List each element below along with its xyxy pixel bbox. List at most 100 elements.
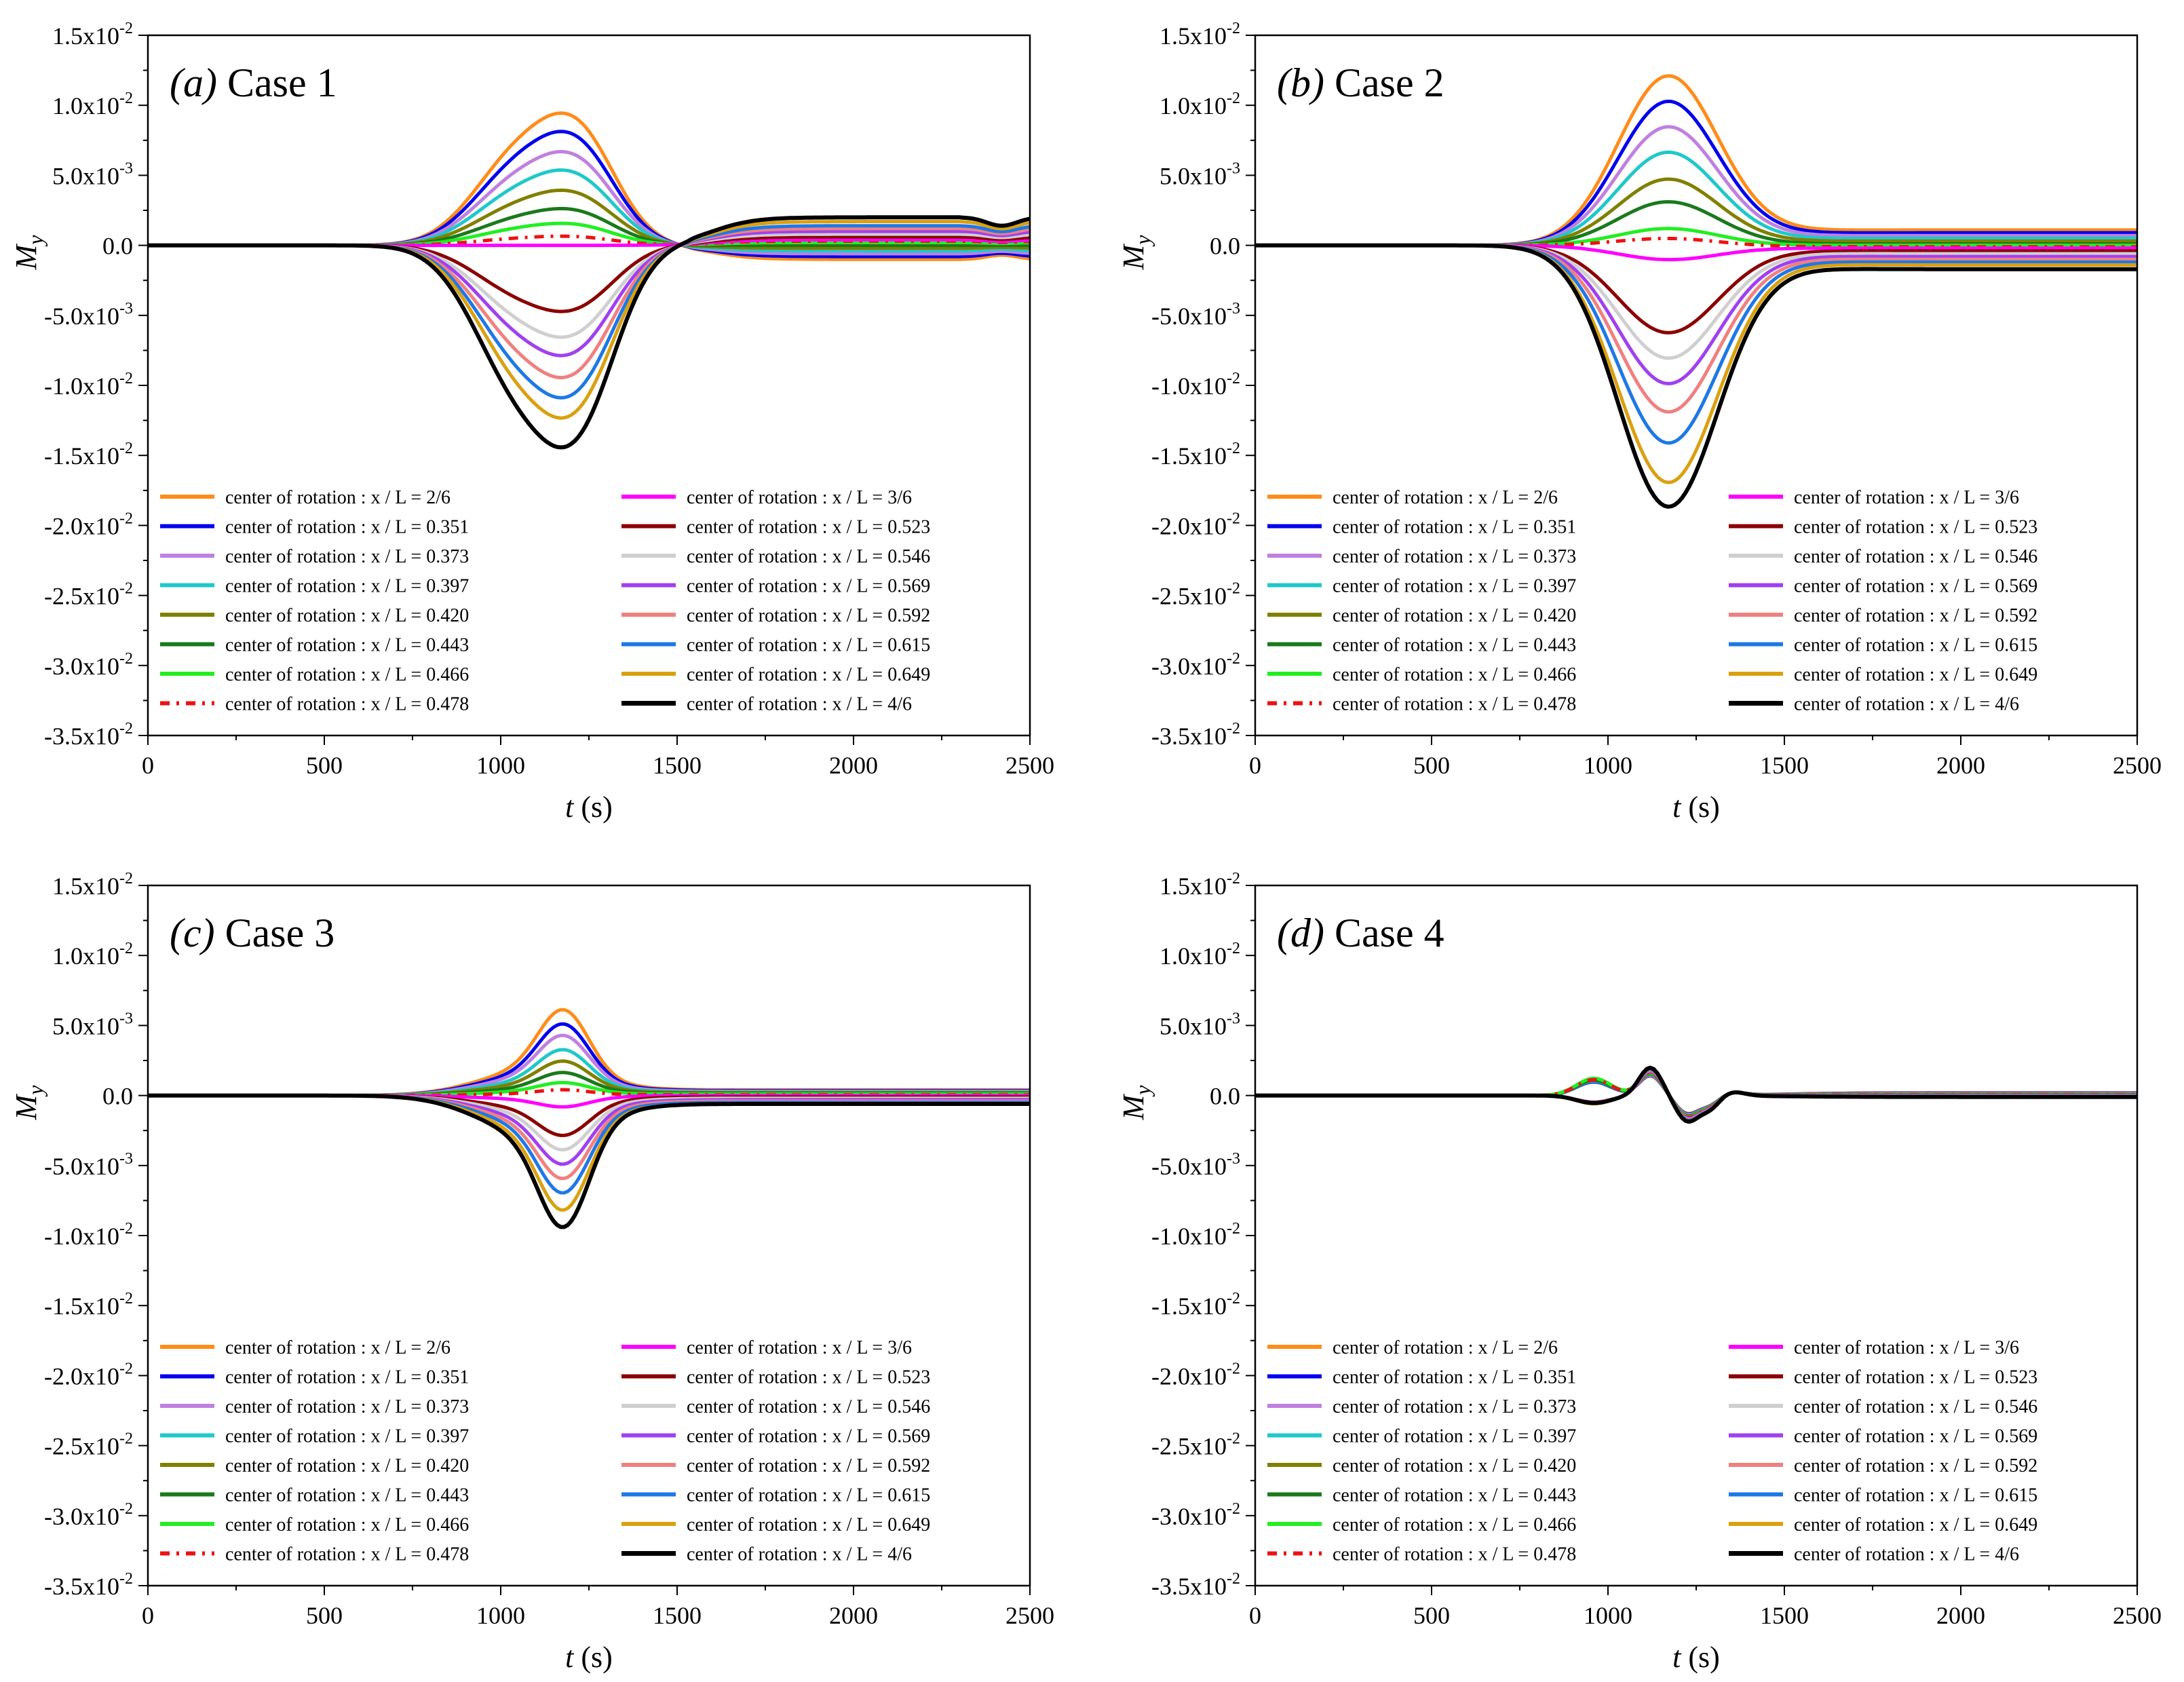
legend-label-3: center of rotation : x / L = 0.373	[1333, 546, 1576, 567]
legend-label-9: center of rotation : x / L = 3/6	[687, 487, 912, 508]
x-axis-title: t (s)	[1672, 790, 1720, 824]
y-tick-mantissa: -3.0x10	[1151, 1503, 1227, 1530]
x-tick-label: 500	[306, 752, 343, 779]
y-tick-exponent: -2	[119, 580, 133, 598]
x-tick-label: 1500	[1760, 752, 1809, 779]
y-tick-exponent: -2	[1227, 1290, 1240, 1307]
legend-label-14: center of rotation : x / L = 0.615	[687, 1485, 930, 1506]
y-tick-mantissa: 0.0	[102, 1083, 133, 1110]
y-tick-exponent: -2	[119, 1570, 133, 1588]
y-tick-label: 5.0x10-3	[1160, 1010, 1240, 1039]
legend-label-6: center of rotation : x / L = 0.443	[1333, 1485, 1576, 1506]
legend: center of rotation : x / L = 2/6 center o…	[160, 487, 930, 715]
legend-label-14: center of rotation : x / L = 0.615	[687, 635, 930, 656]
legend-label-15: center of rotation : x / L = 0.649	[1794, 664, 2037, 685]
series-line-16	[1255, 243, 2137, 509]
y-tick-exponent: -3	[119, 159, 133, 177]
y-tick-label: -2.0x10-2	[1151, 510, 1240, 539]
y-tick-mantissa: -1.5x10	[1151, 1293, 1227, 1320]
legend-label-13: center of rotation : x / L = 0.592	[687, 605, 930, 626]
panel-title: (d) Case 4	[1277, 911, 1444, 955]
y-tick-mantissa: 5.0x10	[1160, 1012, 1227, 1039]
panel-a: 1.5x10-21.0x10-25.0x10-30.0-5.0x10-3-1.0…	[9, 20, 1054, 824]
x-axis-title: t (s)	[1672, 1641, 1720, 1674]
legend-label-3: center of rotation : x / L = 0.373	[225, 546, 469, 567]
legend-label-12: center of rotation : x / L = 0.569	[1794, 1426, 2037, 1447]
y-tick-label: -2.0x10-2	[44, 1360, 133, 1390]
y-tick-label: 1.5x10-2	[52, 20, 133, 50]
x-tick-label: 2500	[2113, 1602, 2162, 1629]
y-tick-label: -5.0x10-3	[44, 1150, 133, 1180]
y-axis-symbol: M	[1117, 243, 1150, 270]
x-tick-label: 1500	[1760, 1602, 1809, 1629]
y-tick-exponent: -2	[119, 1500, 133, 1518]
y-tick-exponent: -2	[1227, 1220, 1240, 1238]
panel-tag: (d)	[1277, 911, 1324, 955]
legend-label-9: center of rotation : x / L = 3/6	[1794, 487, 2019, 508]
x-axis-unit: (s)	[1681, 790, 1719, 824]
y-axis-title: My	[9, 235, 47, 271]
y-tick-mantissa: 1.5x10	[1160, 873, 1227, 900]
y-axis-symbol: M	[9, 243, 43, 270]
y-tick-mantissa: -3.0x10	[44, 1503, 119, 1530]
panel-title: (a) Case 1	[170, 60, 337, 105]
y-tick-mantissa: -1.0x10	[1151, 1223, 1227, 1250]
y-tick-exponent: -2	[1227, 370, 1240, 387]
legend-label-6: center of rotation : x / L = 0.443	[225, 1485, 469, 1506]
y-tick-label: -5.0x10-3	[1151, 1150, 1240, 1180]
legend-label-13: center of rotation : x / L = 0.592	[1794, 605, 2037, 626]
legend-label-14: center of rotation : x / L = 0.615	[1794, 635, 2037, 656]
legend-label-8: center of rotation : x / L = 0.478	[225, 694, 469, 715]
y-axis-subscript: y	[1130, 235, 1155, 247]
legend-label-4: center of rotation : x / L = 0.397	[1333, 1426, 1576, 1447]
y-tick-exponent: -2	[1227, 1360, 1240, 1377]
series-line-13	[148, 1094, 1030, 1181]
legend-label-12: center of rotation : x / L = 0.569	[1794, 576, 2037, 597]
legend-label-14: center of rotation : x / L = 0.615	[1794, 1485, 2037, 1506]
x-axis-unit: (s)	[573, 790, 612, 824]
y-axis-title: My	[9, 1085, 47, 1121]
legend-label-2: center of rotation : x / L = 0.351	[225, 517, 469, 538]
y-tick-label: 1.5x10-2	[52, 870, 133, 900]
y-tick-mantissa: -2.0x10	[44, 512, 119, 539]
series-line-16	[148, 215, 1030, 450]
legend-label-16: center of rotation : x / L = 4/6	[687, 1544, 912, 1565]
x-tick-label: 1000	[476, 752, 525, 779]
y-tick-mantissa: -2.5x10	[1151, 1433, 1227, 1460]
x-axis-unit: (s)	[1681, 1641, 1719, 1674]
x-tick-label: 1000	[1584, 1602, 1632, 1629]
y-tick-mantissa: 1.0x10	[1160, 942, 1227, 970]
legend-label-10: center of rotation : x / L = 0.523	[687, 1367, 930, 1388]
x-tick-label: 500	[1413, 1602, 1450, 1629]
y-tick-mantissa: 5.0x10	[52, 162, 119, 189]
legend-label-10: center of rotation : x / L = 0.523	[687, 517, 930, 538]
y-tick-exponent: -2	[119, 720, 133, 738]
series-group	[148, 1008, 1030, 1229]
legend-label-15: center of rotation : x / L = 0.649	[687, 1514, 930, 1535]
y-tick-mantissa: -5.0x10	[44, 1153, 119, 1180]
y-tick-label: 0.0	[1210, 233, 1240, 260]
y-tick-mantissa: -2.0x10	[1151, 1362, 1227, 1390]
y-tick-exponent: -3	[1227, 300, 1240, 318]
y-tick-exponent: -2	[119, 510, 133, 527]
y-axis-subscript: y	[23, 235, 47, 247]
legend-label-8: center of rotation : x / L = 0.478	[225, 1544, 469, 1565]
x-tick-label: 1000	[476, 1602, 525, 1629]
x-tick-label: 1500	[653, 752, 702, 779]
x-axis-title: t (s)	[565, 790, 613, 824]
legend-label-10: center of rotation : x / L = 0.523	[1794, 517, 2037, 538]
y-tick-mantissa: -2.0x10	[44, 1362, 119, 1390]
y-tick-label: -5.0x10-3	[1151, 300, 1240, 330]
y-tick-label: 5.0x10-3	[1160, 159, 1240, 189]
legend-label-3: center of rotation : x / L = 0.373	[225, 1396, 469, 1417]
x-tick-label: 2500	[1005, 752, 1054, 779]
y-tick-mantissa: -5.0x10	[1151, 1153, 1227, 1180]
legend: center of rotation : x / L = 2/6 center o…	[1267, 487, 2037, 715]
x-tick-label: 2000	[1936, 752, 1985, 779]
y-tick-mantissa: -5.0x10	[1151, 303, 1227, 330]
y-axis-title: My	[1117, 1085, 1155, 1121]
legend-label-11: center of rotation : x / L = 0.546	[687, 546, 930, 567]
legend-label-4: center of rotation : x / L = 0.397	[225, 576, 469, 597]
y-tick-exponent: -2	[119, 370, 133, 387]
